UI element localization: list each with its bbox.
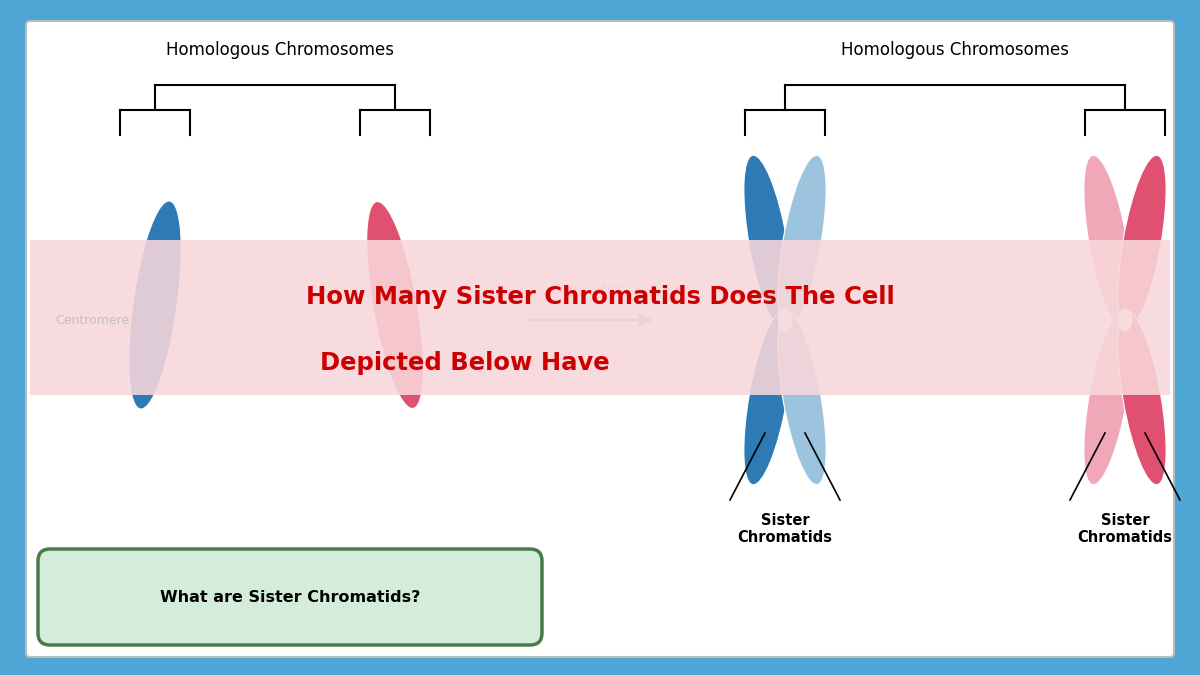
Text: Homologous Chromosomes: Homologous Chromosomes (841, 41, 1069, 59)
FancyBboxPatch shape (30, 240, 1170, 395)
Ellipse shape (367, 202, 424, 408)
Text: Sister
Chromatids: Sister Chromatids (738, 513, 833, 545)
Ellipse shape (1118, 309, 1132, 331)
Ellipse shape (1118, 311, 1166, 485)
Text: Sister
Chromatids: Sister Chromatids (1078, 513, 1172, 545)
Ellipse shape (744, 155, 792, 329)
FancyBboxPatch shape (38, 549, 542, 645)
Ellipse shape (1084, 155, 1132, 329)
Text: Centromere: Centromere (55, 313, 130, 327)
Ellipse shape (744, 311, 792, 485)
Ellipse shape (1084, 311, 1132, 485)
Ellipse shape (778, 155, 826, 329)
Text: How Many Sister Chromatids Does The Cell: How Many Sister Chromatids Does The Cell (306, 285, 894, 309)
Ellipse shape (778, 311, 826, 485)
Ellipse shape (128, 201, 181, 409)
FancyBboxPatch shape (26, 21, 1174, 657)
FancyArrowPatch shape (528, 315, 649, 325)
Text: Depicted Below Have: Depicted Below Have (320, 351, 610, 375)
Text: What are Sister Chromatids?: What are Sister Chromatids? (160, 589, 420, 605)
Ellipse shape (1118, 155, 1166, 329)
Text: Replication: Replication (552, 283, 629, 297)
Ellipse shape (778, 309, 792, 331)
Text: Homologous Chromosomes: Homologous Chromosomes (166, 41, 394, 59)
